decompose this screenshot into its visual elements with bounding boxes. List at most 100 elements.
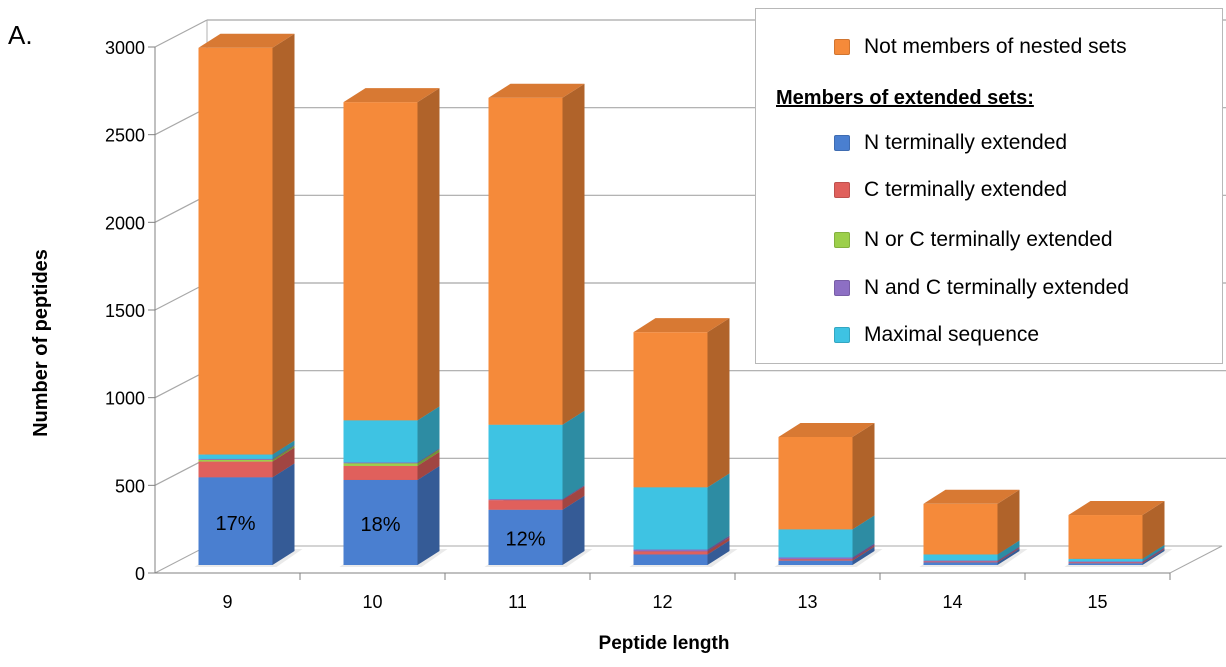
legend-heading: Members of extended sets: <box>776 87 1034 109</box>
x-tick-label: 10 <box>362 592 382 612</box>
bar-side <box>1142 548 1165 564</box>
bar-side <box>272 440 295 459</box>
bar-face <box>923 554 998 561</box>
bar-top <box>198 33 295 48</box>
bar-face <box>343 102 418 421</box>
bar-side <box>852 543 875 560</box>
x-tick-label: 11 <box>508 592 527 612</box>
bar-side <box>272 445 295 462</box>
bar-face <box>343 479 418 565</box>
y-tick-label: 500 <box>115 476 145 496</box>
legend-label: C terminally extended <box>864 178 1068 201</box>
legend-swatch <box>834 232 850 248</box>
bar-top <box>343 88 440 103</box>
bar-face <box>488 509 563 565</box>
bar-face <box>923 560 998 562</box>
x-axis-title: Peptide length <box>599 633 730 654</box>
bar-side <box>707 537 730 555</box>
bar-face <box>923 503 998 555</box>
legend-label: Not members of nested sets <box>864 35 1127 58</box>
bar-face <box>633 554 708 565</box>
bar-face <box>778 437 853 530</box>
gridline-side <box>154 457 208 486</box>
gridline-side <box>154 370 208 399</box>
bar-side <box>852 546 875 565</box>
bar-face <box>1068 558 1143 562</box>
bar-segment <box>1068 501 1165 559</box>
bar-face <box>198 461 273 478</box>
bar-face <box>1068 563 1143 565</box>
legend-item-not-nested: Not members of nested sets <box>834 35 1127 59</box>
bar-side <box>417 449 440 466</box>
data-label: 17% <box>215 513 255 535</box>
bar-face <box>1068 562 1143 564</box>
legend-label: N or C terminally extended <box>864 228 1113 251</box>
legend-item-n-and-c: N and C terminally extended <box>834 276 1129 300</box>
panel-label: A. <box>8 20 33 50</box>
bar-side <box>997 546 1020 562</box>
gridline-side <box>154 107 208 136</box>
bar-face <box>923 562 998 565</box>
bar-face <box>633 487 708 550</box>
data-label: 12% <box>505 528 545 550</box>
data-label: 18% <box>360 514 400 536</box>
bar-face <box>778 557 853 560</box>
y-tick-label: 1500 <box>105 301 145 321</box>
bar-segment <box>343 88 440 421</box>
y-tick-label: 1000 <box>105 389 145 409</box>
bar-face <box>488 500 563 510</box>
bar-face <box>198 477 273 565</box>
bar-face <box>198 47 273 455</box>
legend-item-n-or-c: N or C terminally extended <box>834 228 1113 252</box>
y-tick-label: 2000 <box>105 213 145 233</box>
bar-face <box>1068 561 1143 563</box>
legend-item-c-terminal: C terminally extended <box>834 178 1067 202</box>
bar-face <box>488 97 563 425</box>
bar-top <box>923 489 1020 504</box>
bar-top <box>1068 501 1165 516</box>
bar-side <box>852 423 875 530</box>
bar-side <box>417 88 440 421</box>
bars: 17% 18% 12% <box>194 33 1173 567</box>
gridline-side <box>154 282 208 311</box>
bar-face <box>198 454 273 459</box>
legend-item-maximal: Maximal sequence <box>834 323 1039 347</box>
bar-side <box>1142 544 1165 562</box>
bar-face <box>343 463 418 466</box>
bar-face <box>198 459 273 462</box>
bar-side <box>562 495 585 565</box>
bar-top <box>633 318 730 333</box>
gridline-side <box>154 19 208 48</box>
bar-side <box>562 485 585 501</box>
legend: Not members of nested sets Members of ex… <box>755 8 1223 364</box>
bar-side <box>997 547 1020 563</box>
bar-side <box>272 444 295 460</box>
gridline-side <box>154 194 208 223</box>
bar-side <box>272 447 295 478</box>
bar-side <box>272 33 295 455</box>
bar-segment <box>778 423 875 530</box>
x-tick-label: 15 <box>1087 592 1107 612</box>
bar-side <box>1142 547 1165 563</box>
bar-face <box>778 560 853 565</box>
legend-swatch <box>834 135 850 151</box>
axis-labels: Peptide length Number of peptides <box>30 249 729 654</box>
bar-segment <box>198 33 295 455</box>
bar-face <box>488 424 563 500</box>
bar-face <box>343 420 418 463</box>
bar-side <box>852 545 875 561</box>
legend-swatch <box>834 182 850 198</box>
bar-side <box>562 83 585 425</box>
bar-side <box>272 463 295 565</box>
y-tick-label: 0 <box>135 564 145 584</box>
bar-side <box>707 535 730 552</box>
bar-segment <box>488 83 585 425</box>
x-tick-label: 9 <box>222 592 232 612</box>
legend-swatch <box>834 39 850 55</box>
bar-face <box>633 549 708 552</box>
legend-item-n-terminal: N terminally extended <box>834 131 1067 155</box>
x-tick-label: 12 <box>652 592 672 612</box>
bar-face <box>343 465 418 480</box>
